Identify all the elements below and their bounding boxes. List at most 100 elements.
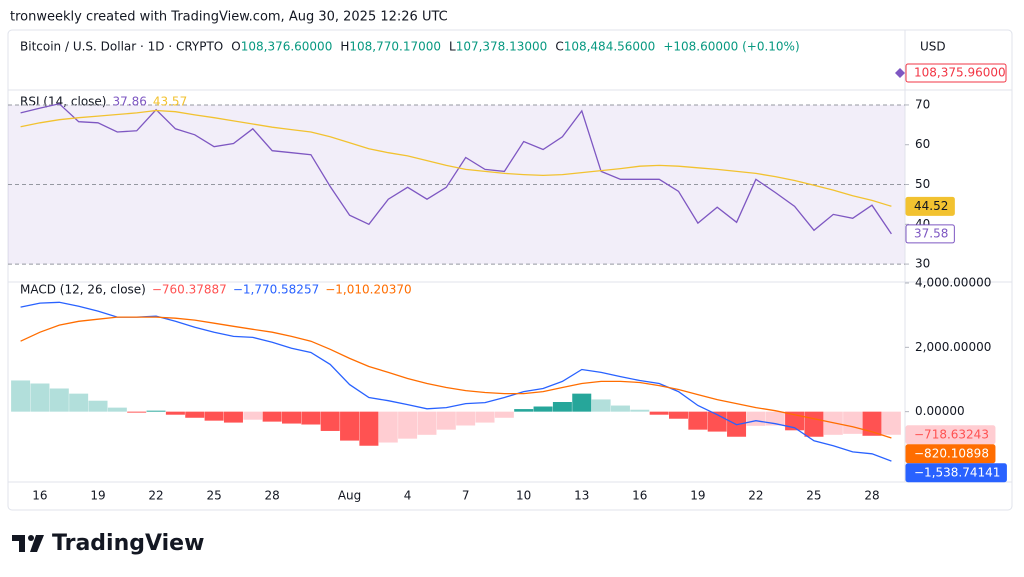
chart-frame (7, 29, 1013, 511)
last-value-box (905, 425, 996, 445)
ohlc-value: 107,378.13000 (456, 40, 548, 54)
ohlc-label: H (340, 40, 349, 54)
histogram-bar (494, 411, 514, 418)
y-tick-label: 30 (915, 257, 930, 271)
histogram-bar (30, 383, 50, 412)
last-value-label: 37.58 (914, 226, 948, 240)
histogram-bar (301, 411, 321, 425)
x-tick-label: 4 (404, 489, 412, 503)
y-tick-label: 50 (915, 177, 930, 191)
histogram-bar (88, 400, 108, 412)
logo-mark (28, 535, 34, 541)
y-tick-label: 0.00000 (915, 404, 965, 418)
legend-value: −1,770.58257 (233, 283, 319, 297)
x-tick-label: 25 (806, 489, 821, 503)
x-tick-label: 16 (632, 489, 647, 503)
histogram-bar (49, 388, 69, 412)
histogram-bar (862, 411, 882, 436)
histogram-bar (533, 406, 553, 412)
logo-mark (19, 535, 25, 552)
x-tick-label: 19 (690, 489, 705, 503)
x-tick-label: 22 (148, 489, 163, 503)
legend-value: 37.86 (112, 95, 146, 109)
histogram-bar (630, 409, 650, 412)
last-value-label: −820.10898 (914, 446, 989, 460)
currency: USD (920, 40, 946, 54)
logo: TradingView (12, 531, 204, 556)
price-label: 108,375.96000 (914, 66, 1006, 80)
histogram-bar (649, 411, 669, 415)
indicator-title: MACD (12, 26, close) (20, 283, 146, 297)
last-value-label: −1,538.74141 (914, 465, 1000, 479)
histogram-bar (262, 411, 282, 422)
ohlc-value: 108,484.56000 (564, 40, 656, 54)
ohlc-label: C (555, 40, 563, 54)
x-tick-label: 13 (574, 489, 589, 503)
x-tick-label: 7 (462, 489, 470, 503)
series-line (20, 316, 892, 439)
ohlc-label: L (449, 40, 456, 54)
histogram-bar (475, 411, 495, 423)
histogram-bar (185, 411, 205, 418)
logo-mark (12, 535, 25, 541)
price-label-box (905, 63, 1007, 83)
legend-value: −760.37887 (152, 283, 227, 297)
histogram-bar (804, 411, 824, 437)
histogram-bar (436, 411, 456, 430)
ohlc-value: 108,376.60000 (241, 40, 333, 54)
histogram-bar (456, 411, 476, 426)
x-tick-label: 25 (206, 489, 221, 503)
histogram-bar (552, 402, 572, 412)
histogram-bar (398, 411, 418, 439)
last-value-box (905, 463, 1007, 483)
logo-text: TradingView (52, 531, 204, 556)
histogram-bar (320, 411, 340, 431)
histogram-bar (223, 411, 243, 423)
histogram-bar (881, 411, 901, 435)
legend-value: 43.57 (153, 95, 187, 109)
histogram-bar (282, 411, 301, 424)
ohlc-label: O (231, 40, 240, 54)
last-value-box (905, 224, 955, 244)
histogram-bar (610, 405, 630, 412)
histogram-bar (417, 411, 437, 435)
series-line (20, 103, 892, 235)
histogram-bar (127, 411, 147, 413)
symbol: Bitcoin / U.S. Dollar · 1D · CRYPTO (20, 40, 223, 54)
histogram-bar (359, 411, 379, 446)
histogram-bar (378, 411, 398, 443)
alert-icon (895, 68, 905, 78)
ohlc-value: 108,770.17000 (349, 40, 441, 54)
histogram-bar (514, 409, 534, 412)
last-value-box (905, 196, 955, 216)
logo-mark (30, 535, 44, 552)
histogram-bar (204, 411, 224, 421)
histogram-bar (669, 411, 688, 419)
series-line (20, 301, 892, 462)
histogram-bar (165, 411, 185, 415)
x-tick-label: 19 (90, 489, 105, 503)
series-line (20, 109, 892, 207)
attribution: tronweekly created with TradingView.com,… (10, 10, 448, 25)
last-value-label: 44.52 (914, 199, 948, 213)
y-tick-label: 70 (915, 97, 930, 111)
histogram-bar (243, 411, 263, 420)
x-tick-label: 28 (864, 489, 879, 503)
last-value-label: −718.63243 (914, 427, 989, 441)
y-tick-label: 4,000.00000 (915, 276, 991, 290)
indicator-title: RSI (14, close) (20, 95, 106, 109)
y-tick-label: 2,000.00000 (915, 340, 991, 354)
price-change: +108.60000 (+0.10%) (663, 40, 799, 54)
histogram-bar (765, 411, 785, 426)
histogram-bar (107, 407, 127, 412)
y-tick-label: 60 (915, 137, 930, 151)
legend-value: −1,010.20370 (325, 283, 411, 297)
histogram-bar (11, 380, 31, 412)
histogram-bar (146, 410, 166, 412)
histogram-bar (591, 399, 611, 412)
histogram-bar (843, 411, 863, 434)
last-value-box (905, 444, 996, 464)
histogram-bar (69, 393, 89, 412)
histogram-bar (572, 393, 592, 412)
